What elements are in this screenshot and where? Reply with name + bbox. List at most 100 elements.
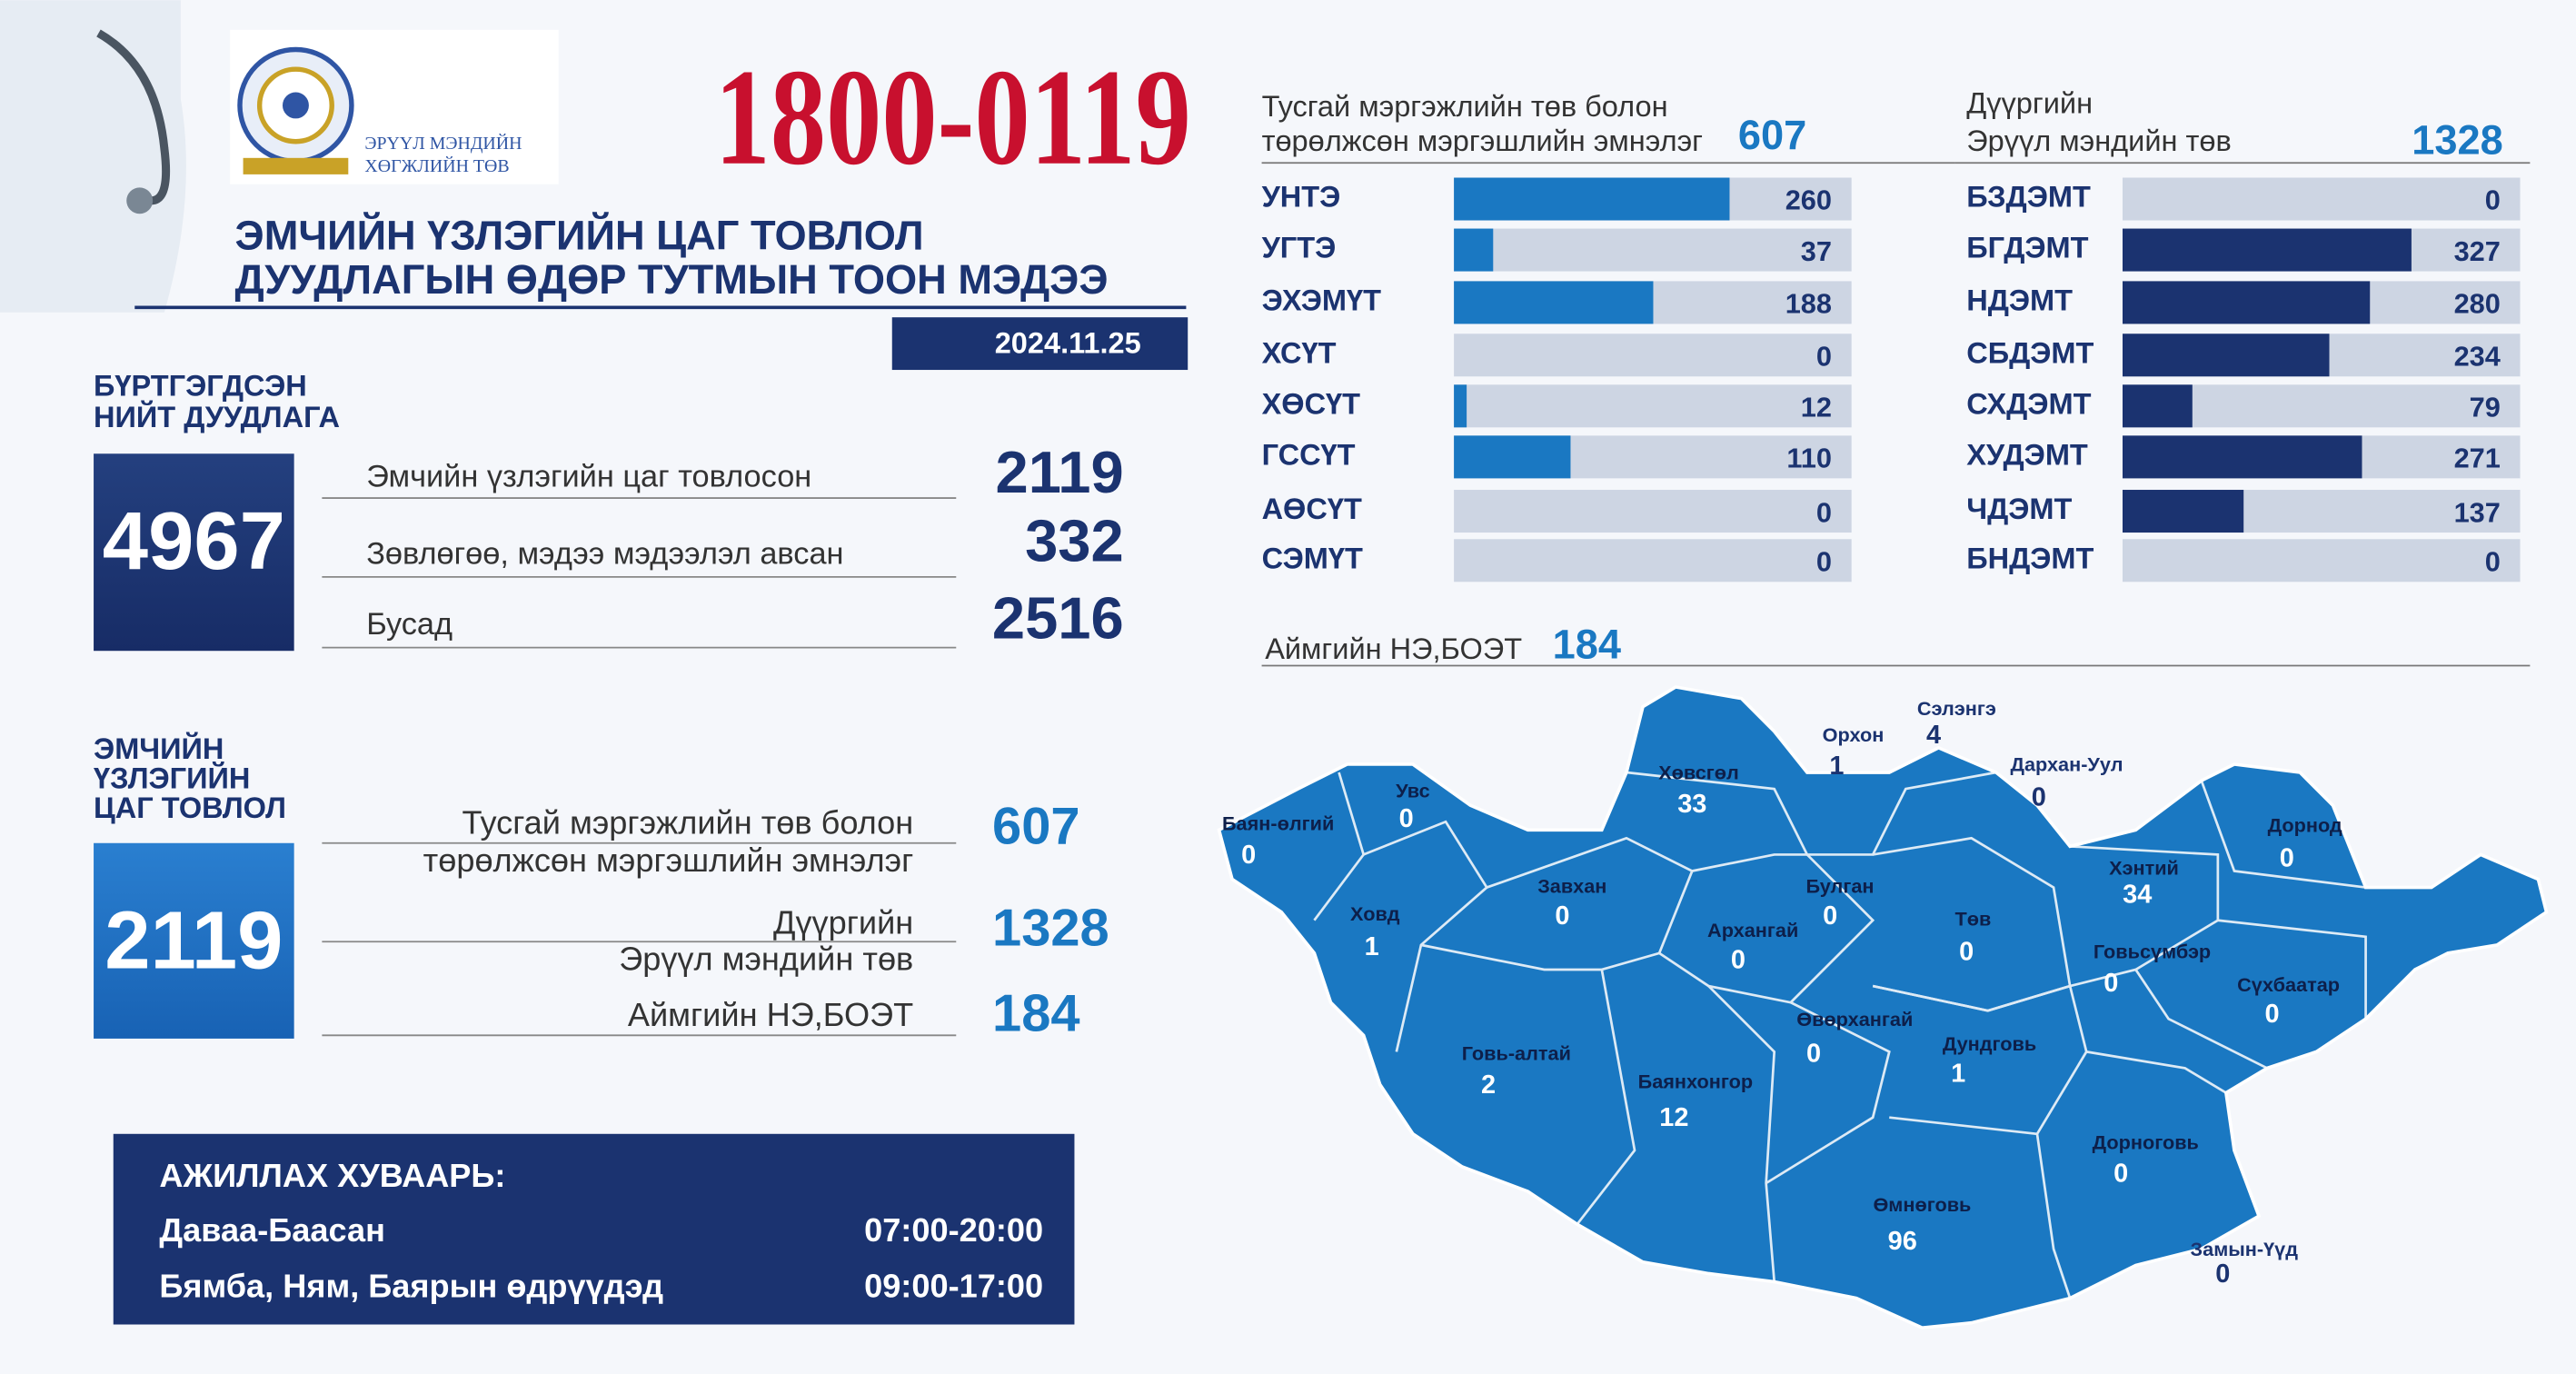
hotline: 1800-0119 (714, 41, 1190, 194)
region-value: 0 (1959, 938, 1974, 967)
region-value: 1 (1829, 752, 1844, 781)
bar-value: 0 (1816, 546, 1832, 578)
row-label: Бусад (366, 607, 453, 642)
category-label: СХДЭМТ (1966, 387, 2091, 420)
region-name: Хэнтий (2109, 856, 2179, 879)
date: 2024.11.25 (995, 327, 1141, 360)
section-label: БҮРТГЭГДСЭН (94, 370, 307, 403)
schedule-hours: 09:00-17:00 (864, 1267, 1043, 1304)
bar (2122, 334, 2330, 377)
region-value: 0 (2032, 783, 2046, 812)
region-name: Завхан (1537, 874, 1606, 897)
appointments-value: 2119 (104, 895, 283, 987)
bar-track (1454, 490, 1852, 533)
title: ЭМЧИЙН ҮЗЛЭГИЙН ЦАГ ТОВЛОЛ (235, 212, 924, 258)
chart-total: 607 (1738, 112, 1806, 158)
bar-value: 12 (1801, 392, 1832, 423)
bar (2122, 281, 2371, 324)
section-label: НИЙТ ДУУДЛАГА (94, 399, 340, 433)
category-label: ХСҮТ (1262, 336, 1337, 369)
region-name: Дархан-Уул (2011, 753, 2123, 776)
region-value: 0 (1806, 1040, 1821, 1069)
region-value: 0 (1731, 946, 1746, 975)
region-name: Увс (1396, 779, 1430, 802)
region-value: 0 (2215, 1260, 2230, 1289)
category-label: НДЭМТ (1966, 284, 2073, 317)
chart-total: 1328 (2412, 116, 2503, 163)
bar-value: 234 (2454, 341, 2501, 373)
bar-value: 79 (2470, 392, 2501, 423)
date-box (891, 317, 1189, 371)
row-label: Эрүүл мэндийн төв (619, 940, 913, 977)
category-label: БЗДЭМТ (1966, 181, 2091, 214)
region-value: 0 (2104, 969, 2118, 998)
region-value: 0 (1399, 804, 1414, 833)
category-label: ГССҮТ (1262, 438, 1356, 471)
row-value: 1328 (992, 900, 1109, 958)
region-value: 0 (1823, 901, 1837, 931)
region-name: Булган (1805, 874, 1874, 897)
row-label: Дүүргийн (773, 904, 913, 941)
region-value: 12 (1659, 1103, 1688, 1132)
section-label: ЦАГ ТОВЛОЛ (94, 792, 286, 824)
category-label: ЧДЭМТ (1966, 493, 2072, 525)
bar (1454, 228, 1494, 272)
bar-value: 137 (2454, 496, 2501, 528)
region-name: Говь-алтай (1462, 1042, 1571, 1065)
region-value: 0 (2114, 1160, 2128, 1189)
region-value: 0 (2280, 843, 2294, 872)
region-name: Архангай (1707, 919, 1798, 941)
total-value: 4967 (103, 495, 285, 587)
bar-track (2122, 177, 2521, 221)
schedule-hours: 07:00-20:00 (864, 1211, 1043, 1249)
region-name: Дорнод (2268, 813, 2342, 836)
doctor-illustration (0, 0, 186, 313)
bar (2122, 435, 2362, 479)
category-label: ХӨСҮТ (1262, 387, 1361, 420)
row-value: 2516 (992, 585, 1124, 652)
region-value: 4 (1926, 721, 1941, 750)
region-value: 96 (1888, 1227, 1917, 1256)
region-name: Орхон (1823, 723, 1885, 746)
region-value: 0 (1555, 901, 1569, 931)
region-value: 2 (1481, 1070, 1496, 1100)
bar-value: 260 (1785, 184, 1832, 216)
row-value: 184 (992, 985, 1080, 1043)
region-name: Дорноговь (2093, 1130, 2199, 1153)
category-label: СЭМҮТ (1262, 542, 1363, 574)
section-label: ЭМЧИЙН (94, 731, 224, 765)
bar-value: 37 (1801, 235, 1832, 267)
category-label: ЭХЭМҮТ (1262, 284, 1382, 317)
region-value: 1 (1365, 932, 1379, 961)
category-label: УНТЭ (1262, 181, 1341, 214)
region-value: 34 (2123, 880, 2152, 909)
row-value: 332 (1025, 508, 1124, 574)
region-name: Төв (1955, 907, 1992, 930)
bar (2122, 384, 2193, 428)
region-value: 0 (1241, 841, 1256, 870)
bar-track (1454, 539, 1852, 582)
region-value: 33 (1677, 790, 1706, 819)
region-name: Сүхбаатар (2237, 973, 2340, 996)
bar-track (2122, 539, 2521, 582)
org-name: ХӨГЖЛИЙН ТӨВ (364, 156, 509, 176)
org-name: ЭРҮҮЛ МЭНДИЙН (364, 134, 522, 154)
map-labels: Баян-өлгий0Увс0Ховд1Завхан0Хөвсгөл33Орхо… (1222, 697, 2342, 1289)
bar-value: 0 (1816, 341, 1832, 373)
map-shape (1217, 685, 2549, 1329)
bar (1454, 435, 1571, 479)
total-rows: Эмчийн үзлэгийн цаг товлосон 2119 Зөвлөгөө… (322, 439, 1124, 652)
bar (1454, 384, 1467, 428)
bar-value: 327 (2454, 235, 2501, 267)
total-box (94, 453, 294, 652)
region-name: Өмнөговь (1873, 1193, 1971, 1216)
bar-value: 0 (2485, 546, 2501, 578)
region-name: Өвөрхангай (1796, 1008, 1913, 1030)
region-value: 1 (1951, 1059, 1965, 1088)
category-label: ХУДЭМТ (1966, 438, 2088, 471)
category-label: БГДЭМТ (1966, 232, 2088, 264)
